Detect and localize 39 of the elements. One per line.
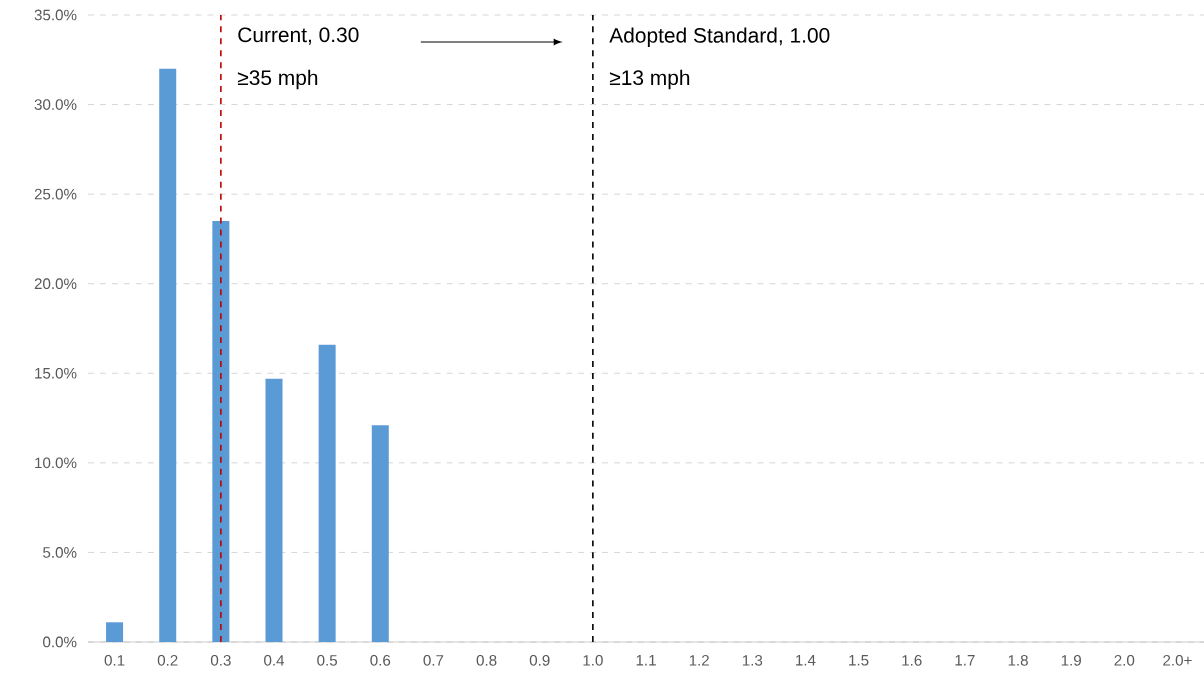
y-tick-label: 10.0% (35, 457, 77, 469)
ref-line-label: Current, 0.30 (238, 27, 359, 45)
x-tick-label: 1.5 (849, 655, 869, 666)
y-tick-label: 25.0% (34, 188, 77, 200)
x-tick-label: 1.7 (955, 655, 975, 666)
y-tick-label: 20.0% (34, 278, 77, 290)
x-tick-label: 2.0 (1114, 655, 1135, 666)
x-tick-label: 0.3 (210, 655, 231, 666)
bar (106, 622, 124, 642)
y-tick-label: 35.0% (34, 9, 77, 21)
x-tick-label: 0.5 (317, 655, 338, 666)
x-tick-label: 0.2 (157, 655, 178, 666)
x-tick-label: 1.6 (902, 655, 922, 666)
x-tick-label: 0.4 (264, 655, 285, 666)
annotation: ≥35 mph (237, 69, 318, 90)
y-tick-label: 15.0% (35, 367, 77, 379)
x-tick-label: 1.4 (796, 655, 816, 666)
annotation: ≥13 mph (609, 69, 690, 90)
x-tick-label: 1.1 (636, 655, 656, 666)
ref-line-label: Adopted Standard, 1.00 (609, 27, 830, 47)
bar (159, 68, 177, 642)
bar (265, 378, 283, 642)
x-tick-label: 1.8 (1008, 655, 1028, 666)
bar (318, 344, 336, 642)
x-tick-label: 0.1 (104, 655, 125, 666)
bar (371, 425, 389, 642)
x-tick-label: 0.7 (423, 655, 444, 666)
bar (212, 221, 230, 642)
x-tick-label: 1.9 (1061, 655, 1081, 666)
y-tick-label: 30.0% (34, 99, 77, 110)
x-tick-label: 1.0 (583, 655, 603, 666)
x-tick-label: 0.8 (476, 655, 497, 666)
y-tick-label: 5.0% (43, 547, 77, 558)
x-tick-label: 2.0+ (1163, 655, 1192, 666)
y-tick-label: 0.0% (43, 636, 77, 648)
x-tick-label: 0.9 (529, 655, 550, 666)
x-tick-label: 0.6 (370, 655, 391, 666)
x-tick-label: 1.3 (742, 655, 763, 666)
x-tick-label: 1.2 (689, 655, 709, 666)
